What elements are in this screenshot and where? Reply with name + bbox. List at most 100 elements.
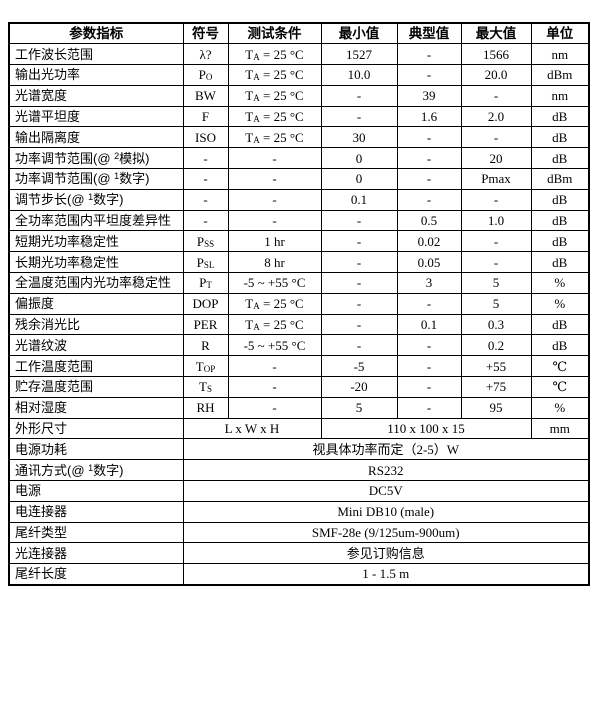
value-cell: nm [530, 84, 590, 107]
table-row: 光谱宽度 BW TA = 25 °C -39- nm [8, 84, 590, 107]
value-cell: -20 [320, 376, 398, 398]
value-cell: 5 [460, 292, 532, 315]
value-cell: - [320, 272, 398, 294]
param-cell: 尾纤长度 [8, 563, 184, 586]
value-cell: - [320, 313, 398, 336]
value-cell: dB [530, 251, 590, 274]
value-cell: - [320, 209, 398, 232]
table-row: 工作温度范围 TOP - -5- +55 ℃ [8, 355, 590, 378]
param-cell: 全功率范围内平坦度差异性 [8, 209, 184, 232]
table-row: 通讯方式(@ 1数字) RS232 [8, 459, 590, 482]
param-cell: 光谱纹波 [8, 334, 184, 357]
value-cell: PT [182, 272, 229, 294]
value-cell: PSS [182, 230, 229, 253]
header-cell: 单位 [530, 22, 590, 45]
value-cell: PER [182, 313, 229, 336]
value-cell: TS [182, 376, 229, 398]
value-cell: - [182, 209, 229, 232]
value-cell: TA = 25 °C [227, 64, 322, 86]
value-cell: DC5V [182, 480, 590, 502]
value-cell: 0.3 [460, 313, 532, 336]
param-cell: 电源功耗 [8, 438, 184, 461]
value-cell: TA = 25 °C [227, 292, 322, 315]
value-cell: 0.5 [396, 209, 462, 232]
value-cell: - [320, 251, 398, 274]
table-row: 偏振度 DOP TA = 25 °C - -5% [8, 292, 590, 315]
value-cell: - [396, 292, 462, 315]
value-cell: - [396, 43, 462, 66]
table-row: 全功率范围内平坦度差异性 - - -0.5 1.0 dB [8, 209, 590, 232]
value-cell: 95 [460, 396, 532, 419]
param-cell: 光谱宽度 [8, 84, 184, 107]
value-cell: 2.0 [460, 105, 532, 128]
value-cell: dBm [530, 168, 590, 190]
value-cell: - [320, 230, 398, 253]
value-cell: 参见订购信息 [182, 542, 590, 565]
value-cell: Pmax [460, 168, 532, 190]
header-cell: 符号 [182, 22, 229, 45]
param-cell: 电源 [8, 480, 184, 502]
header-cell: 测试条件 [227, 22, 322, 45]
value-cell: - [320, 334, 398, 357]
table-row: 短期光功率稳定性 PSS 1 hr -0.02- dB [8, 230, 590, 253]
table-row: 功率调节范围(@ 2模拟) - -0-20 dB [8, 147, 590, 170]
value-cell: - [396, 64, 462, 86]
value-cell: dB [530, 126, 590, 149]
value-cell: 20.0 [460, 64, 532, 86]
value-cell: - [320, 105, 398, 128]
param-cell: 相对湿度 [8, 396, 184, 419]
value-cell: L x W x H [182, 417, 322, 440]
value-cell: RH [182, 396, 229, 419]
value-cell: % [530, 272, 590, 294]
header-cell: 最小值 [320, 22, 398, 45]
table-row: 输出隔离度 ISO TA = 25 °C 30- - dB [8, 126, 590, 149]
table-row: 电连接器 Mini DB10 (male) [8, 500, 590, 523]
value-cell: - [227, 147, 322, 170]
value-cell: TA = 25 °C [227, 84, 322, 107]
value-cell: 1527 [320, 43, 398, 66]
param-cell: 光连接器 [8, 542, 184, 565]
value-cell: - [460, 126, 532, 149]
value-cell: 视具体功率而定（2-5）W [182, 438, 590, 461]
value-cell: TA = 25 °C [227, 313, 322, 336]
value-cell: dB [530, 334, 590, 357]
value-cell: 10.0 [320, 64, 398, 86]
value-cell: Mini DB10 (male) [182, 500, 590, 523]
param-cell: 偏振度 [8, 292, 184, 315]
header-row: 参数指标 符号 测试条件 最小值 典型值 最大值 单位 [8, 22, 590, 45]
header-cell: 典型值 [396, 22, 462, 45]
param-cell: 长期光功率稳定性 [8, 251, 184, 274]
param-cell: 输出光功率 [8, 64, 184, 86]
value-cell: - [227, 188, 322, 211]
value-cell: 0.05 [396, 251, 462, 274]
value-cell: dB [530, 209, 590, 232]
table-row: 尾纤类型 SMF-28e (9/125um-900um) [8, 521, 590, 544]
table-row: 贮存温度范围 TS - -20- +75 ℃ [8, 376, 590, 398]
param-cell: 光谱平坦度 [8, 105, 184, 128]
value-cell: 0 [320, 147, 398, 170]
value-cell: 0.2 [460, 334, 532, 357]
value-cell: 5 [320, 396, 398, 419]
value-cell: - [320, 292, 398, 315]
spec-table: 参数指标 符号 测试条件 最小值 典型值 最大值 单位 工作波长范围 λ? TA = 25 °C… [8, 22, 590, 586]
table-row: 外形尺寸 L x W x H 110 x 100 x 15 mm [8, 417, 590, 440]
value-cell: % [530, 396, 590, 419]
value-cell: dBm [530, 64, 590, 86]
value-cell: dB [530, 188, 590, 211]
table-row: 长期光功率稳定性 PSL 8 hr -0.05- dB [8, 251, 590, 274]
header-cell: 参数指标 [8, 22, 184, 45]
value-cell: 110 x 100 x 15 [320, 417, 532, 440]
value-cell: DOP [182, 292, 229, 315]
value-cell: TA = 25 °C [227, 105, 322, 128]
value-cell: -5 [320, 355, 398, 378]
value-cell: 0.02 [396, 230, 462, 253]
value-cell: dB [530, 147, 590, 170]
value-cell: 20 [460, 147, 532, 170]
value-cell: 1 - 1.5 m [182, 563, 590, 586]
value-cell: PSL [182, 251, 229, 274]
param-cell: 全温度范围内光功率稳定性 [8, 272, 184, 294]
value-cell: - [227, 168, 322, 190]
value-cell: 3 [396, 272, 462, 294]
param-cell: 尾纤类型 [8, 521, 184, 544]
